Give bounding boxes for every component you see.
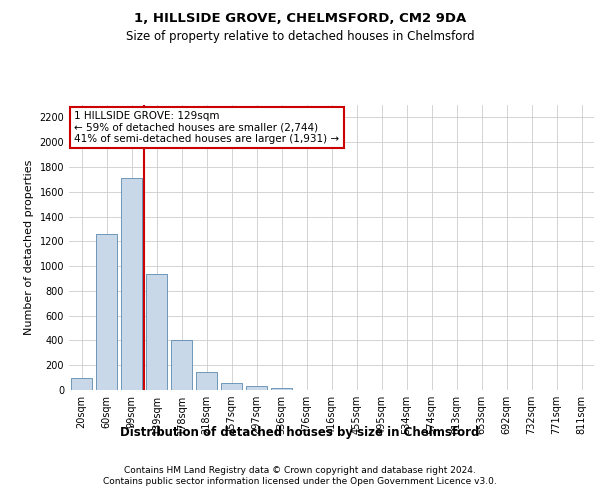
Bar	[71, 378, 92, 390]
Bar	[146, 274, 167, 390]
Text: 1 HILLSIDE GROVE: 129sqm
← 59% of detached houses are smaller (2,744)
41% of sem: 1 HILLSIDE GROVE: 129sqm ← 59% of detach…	[74, 110, 340, 144]
Text: Distribution of detached houses by size in Chelmsford: Distribution of detached houses by size …	[121, 426, 479, 439]
Bar	[246, 386, 267, 390]
Y-axis label: Number of detached properties: Number of detached properties	[24, 160, 34, 335]
Bar	[171, 340, 192, 390]
Bar	[196, 372, 217, 390]
Bar	[121, 178, 142, 390]
Text: Contains public sector information licensed under the Open Government Licence v3: Contains public sector information licen…	[103, 478, 497, 486]
Bar	[221, 382, 242, 390]
Text: Contains HM Land Registry data © Crown copyright and database right 2024.: Contains HM Land Registry data © Crown c…	[124, 466, 476, 475]
Text: Size of property relative to detached houses in Chelmsford: Size of property relative to detached ho…	[125, 30, 475, 43]
Bar	[96, 234, 117, 390]
Bar	[271, 388, 292, 390]
Text: 1, HILLSIDE GROVE, CHELMSFORD, CM2 9DA: 1, HILLSIDE GROVE, CHELMSFORD, CM2 9DA	[134, 12, 466, 26]
